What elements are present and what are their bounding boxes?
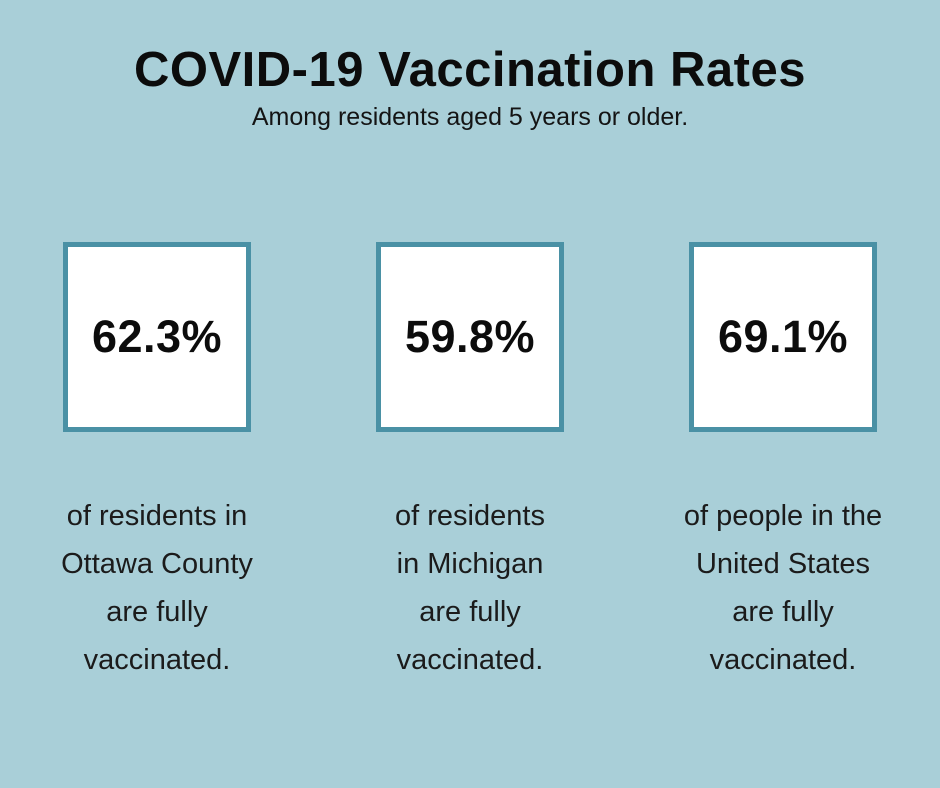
- page-subtitle: Among residents aged 5 years or older.: [251, 103, 689, 132]
- stat-box-ottawa-county: 62.3%: [63, 242, 251, 433]
- page-title: COVID-19 Vaccination Rates: [133, 43, 806, 97]
- stat-column-michigan: 59.8% of residents in Michigan are fully…: [314, 242, 627, 684]
- stat-value-michigan: 59.8%: [404, 311, 536, 363]
- stat-box-united-states: 69.1%: [689, 242, 877, 433]
- stat-caption-united-states: of people in the United States are fully…: [683, 500, 883, 677]
- stat-caption-ottawa-county: of residents in Ottawa County are fully …: [61, 500, 253, 677]
- stat-column-united-states: 69.1% of people in the United States are…: [627, 242, 940, 684]
- stats-row: 62.3% of residents in Ottawa County are …: [0, 242, 940, 684]
- stat-column-ottawa-county: 62.3% of residents in Ottawa County are …: [1, 242, 314, 684]
- stat-caption-michigan: of residents in Michigan are fully vacci…: [395, 500, 545, 677]
- stat-value-ottawa-county: 62.3%: [91, 311, 223, 363]
- stat-value-united-states: 69.1%: [717, 311, 849, 363]
- stat-box-michigan: 59.8%: [376, 242, 564, 433]
